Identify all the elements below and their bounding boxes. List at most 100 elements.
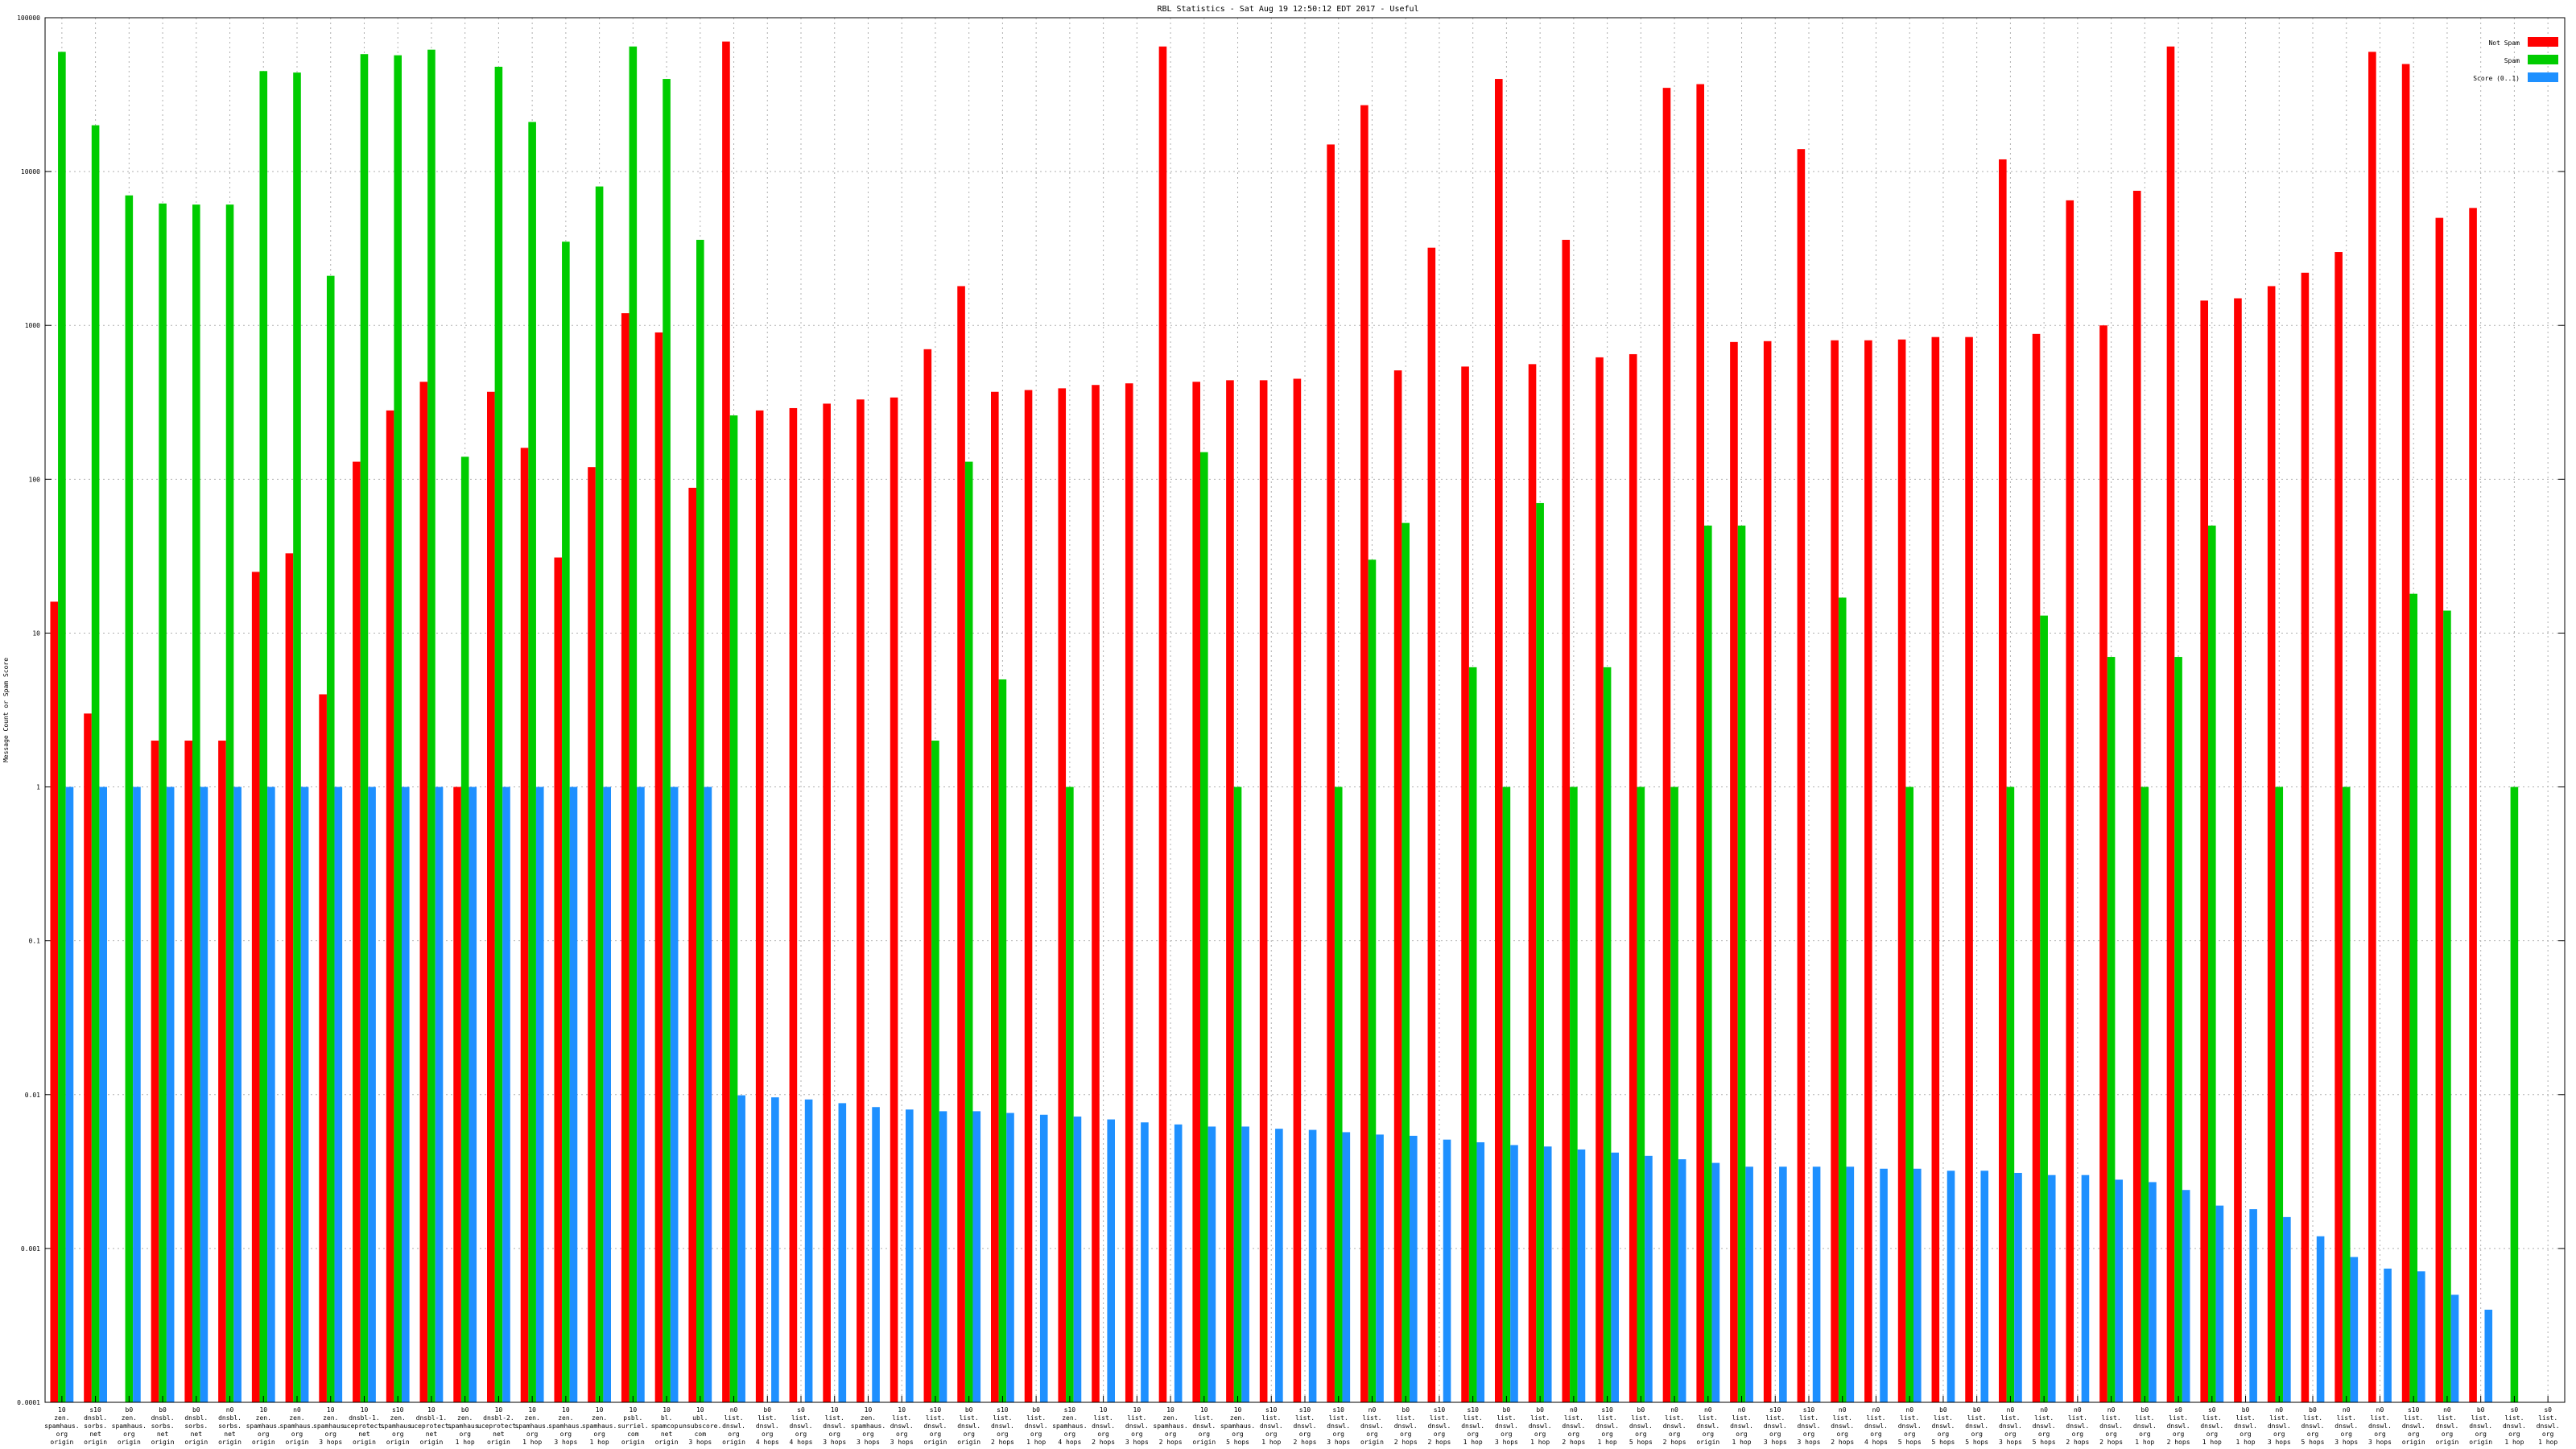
bar-score	[2283, 1216, 2291, 1402]
bar-score	[2350, 1257, 2359, 1402]
category-label: s10 list. dnswl. org 3 hops	[1798, 1406, 1821, 1446]
bar-score	[637, 786, 645, 1402]
bar-score	[2384, 1268, 2392, 1402]
category-label: s10 list. dnswl. org 3 hops	[1327, 1406, 1350, 1446]
legend-swatch-spam	[2528, 55, 2558, 64]
bar-not-spam	[487, 391, 495, 1403]
bar-score	[1543, 1146, 1552, 1402]
bar-spam	[2342, 786, 2351, 1402]
bar-not-spam	[1158, 46, 1167, 1402]
bar-not-spam	[1058, 388, 1067, 1403]
category-label: n0 list. dnswl. org 2 hops	[1663, 1406, 1686, 1446]
bar-not-spam	[1931, 336, 1940, 1402]
bar-not-spam	[319, 694, 327, 1402]
category-label: n0 list. dnswl. org 1 hop	[1730, 1406, 1753, 1446]
bar-spam	[1502, 786, 1511, 1402]
category-label: 10 bl. spamcop. net origin	[651, 1406, 683, 1446]
bar-spam	[460, 456, 469, 1402]
bar-score	[1241, 1126, 1249, 1402]
bar-score	[267, 786, 275, 1402]
bar-score	[939, 1111, 947, 1402]
category-label: b0 list. dnswl. org 1 hop	[1529, 1406, 1552, 1446]
bar-not-spam	[1797, 149, 1806, 1402]
bar-spam	[2006, 786, 2015, 1402]
bar-not-spam	[1495, 79, 1503, 1402]
bar-spam	[1737, 525, 1746, 1402]
bar-score	[166, 786, 175, 1402]
bar-not-spam	[1226, 380, 1234, 1403]
bar-score	[2484, 1309, 2493, 1402]
category-label: n0 dnsbl. sorbs. net origin	[218, 1406, 242, 1446]
category-label: n0 list. dnswl. org origin	[1360, 1406, 1384, 1446]
category-label: 10 ubl. unsubscore. com 3 hops	[679, 1406, 721, 1446]
legend-label-not-spam: Not Spam	[2488, 39, 2520, 47]
legend-label-score: Score (0..1)	[2473, 75, 2520, 82]
bar-not-spam	[419, 382, 428, 1402]
y-tick-label: 0.1	[29, 938, 41, 945]
bar-not-spam	[1730, 341, 1738, 1403]
bar-score	[368, 786, 376, 1402]
category-label: s0 list. dnswl. org 1 hop	[2537, 1406, 2560, 1446]
bar-score	[1678, 1159, 1686, 1402]
bar-score	[1073, 1117, 1082, 1402]
category-label: 10 zen. spamhaus. org origin	[246, 1406, 281, 1446]
bar-spam	[729, 415, 738, 1402]
bar-score	[1880, 1168, 1888, 1402]
bar-spam	[528, 122, 536, 1403]
category-label: n0 list. dnswl. org 5 hops	[2033, 1406, 2056, 1446]
category-label: 10 zen. spamhaus. org 3 hops	[548, 1406, 583, 1446]
bar-not-spam	[688, 487, 697, 1402]
category-label: s10 list. dnswl. org 2 hops	[991, 1406, 1014, 1446]
bar-score	[2014, 1172, 2022, 1402]
bar-not-spam	[1596, 357, 1604, 1403]
bar-score	[1611, 1152, 1619, 1402]
bar-not-spam	[2200, 300, 2209, 1402]
bar-spam	[1402, 522, 1410, 1402]
bar-score	[2115, 1179, 2123, 1402]
category-label: b0 dnsbl. sorbs. net origin	[151, 1406, 175, 1446]
category-label: s10 list. dnswl. org 1 hop	[1596, 1406, 1619, 1446]
bar-score	[1711, 1162, 1720, 1402]
bar-spam	[2208, 525, 2216, 1402]
category-label: b0 list. dnswl. org 5 hops	[1931, 1406, 1955, 1446]
bar-score	[2149, 1182, 2157, 1402]
category-label: b0 list. dnswl. org 1 hop	[2234, 1406, 2257, 1446]
bar-score	[1745, 1166, 1753, 1402]
bar-not-spam	[1327, 144, 1335, 1402]
bar-not-spam	[1662, 88, 1671, 1402]
category-label: s0 list. dnswl. org 1 hop	[2503, 1406, 2526, 1446]
category-label: b0 list. dnswl. org 5 hops	[2301, 1406, 2325, 1446]
y-tick-label: 0.0001	[17, 1399, 40, 1406]
bar-not-spam	[857, 399, 865, 1403]
bar-score	[535, 786, 544, 1402]
bar-not-spam	[1897, 339, 1906, 1402]
bar-score	[771, 1097, 779, 1402]
bar-score	[1376, 1134, 1384, 1402]
category-label: 10 list. dnswl. org 2 hops	[1092, 1406, 1115, 1446]
bar-spam	[1536, 502, 1544, 1403]
bar-score	[435, 786, 444, 1402]
bar-not-spam	[2099, 325, 2107, 1403]
bar-score	[1946, 1170, 1955, 1402]
bar-score	[502, 786, 510, 1402]
bar-score	[2047, 1174, 2056, 1402]
y-axis-label: Message Count or Spam Score	[2, 658, 10, 762]
bar-score	[905, 1109, 914, 1402]
category-label: s10 zen. spamhaus. org 4 hops	[1052, 1406, 1087, 1446]
bar-score	[704, 786, 712, 1402]
bar-spam	[192, 204, 200, 1402]
bar-not-spam	[1427, 247, 1436, 1403]
y-axis-ticks: 0.0001 0.001 0.01 0.1 1 10 100 1000 10000 100000	[17, 14, 2565, 1406]
bar-score	[1645, 1155, 1653, 1402]
y-tick-label: 100	[29, 476, 41, 483]
bar-spam	[1200, 452, 1208, 1402]
category-label: n0 list. dnswl. org 3 hops	[2268, 1406, 2291, 1446]
bar-spam	[159, 203, 167, 1403]
bar-not-spam	[991, 391, 999, 1403]
category-label: s0 list. dnswl. org 1 hop	[2200, 1406, 2223, 1446]
category-label: n0 list. dnswl. org 2 hops	[1562, 1406, 1585, 1446]
category-label: s0 list. dnswl. org 2 hops	[2167, 1406, 2190, 1446]
bar-not-spam	[654, 332, 663, 1402]
bar-not-spam	[2435, 217, 2444, 1402]
